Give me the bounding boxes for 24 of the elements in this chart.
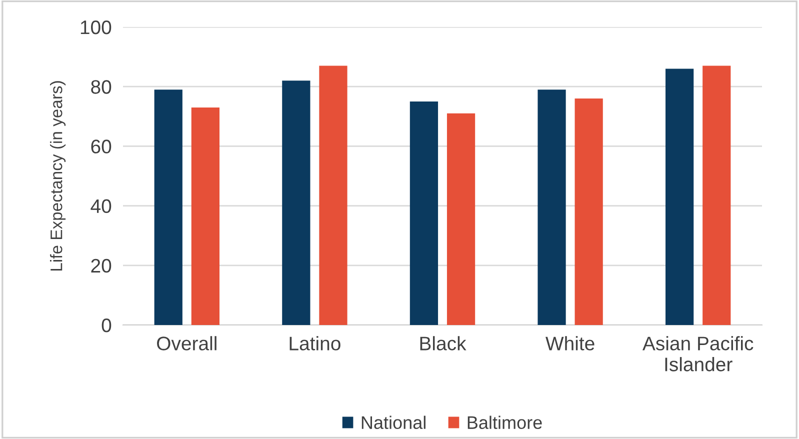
bar (666, 68, 694, 325)
x-tick-label: Black (420, 336, 466, 350)
y-tick-label: 0 (102, 318, 112, 332)
x-tick-label: Asian Pacific Islander (642, 336, 754, 372)
x-tick-label: Latino (290, 336, 340, 350)
y-tick-label: 100 (80, 20, 112, 34)
y-tick-label: 40 (90, 199, 112, 214)
bar (154, 90, 182, 325)
y-tick-label: 80 (91, 80, 112, 94)
legend-label: Baltimore (468, 416, 542, 430)
x-tick-label: Overall (157, 336, 216, 350)
bar (574, 98, 603, 325)
bar (282, 80, 310, 325)
bar (446, 113, 476, 325)
y-tick-label: 20 (91, 258, 112, 273)
bar (410, 102, 438, 325)
y-axis-title: Life Expectancy (in years) (50, 81, 66, 270)
x-tick-label: White (546, 336, 594, 350)
y-tick-label: 60 (91, 140, 112, 154)
bar (702, 66, 731, 325)
bar (319, 66, 348, 325)
bar (191, 107, 220, 325)
bar (538, 90, 566, 325)
legend-label: National (362, 416, 426, 430)
